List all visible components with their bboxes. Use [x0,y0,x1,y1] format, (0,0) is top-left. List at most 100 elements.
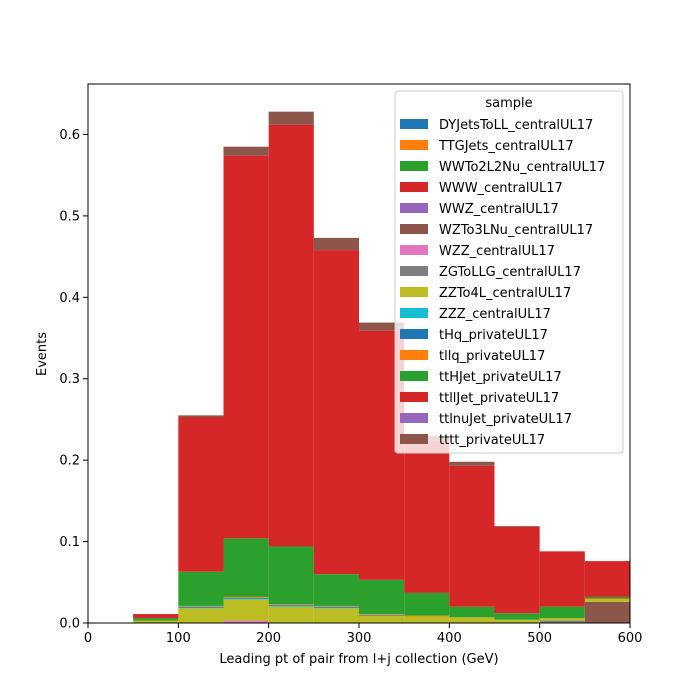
bar-segment-series-11-bin-2 [223,596,269,598]
bar-segment-series-7-bin-9 [539,620,585,623]
legend-swatch [400,182,428,192]
legend-label: TTGJets_centralUL17 [438,139,574,154]
legend-label: ttlnuJet_privateUL17 [439,412,572,427]
bar-segment-series-8-bin-2 [223,599,269,621]
bar-segment-series-13-bin-10 [584,561,630,597]
bar-segment-series-13-bin-3 [268,124,314,547]
y-tick-label: 0.2 [59,454,80,469]
x-axis: 0 100 200 300 400 500 600 [84,623,643,646]
bar-segment-series-8-bin-5 [359,615,405,623]
legend-label: tHq_privateUL17 [439,328,548,343]
legend-label: ttllJet_privateUL17 [439,391,559,406]
legend-label: ZZTo4L_centralUL17 [439,286,571,301]
legend: sample DYJetsToLL_centralUL17 TTGJets_cen… [394,90,624,454]
legend-swatch [400,119,428,129]
bar-segment-series-10-bin-4 [313,606,359,608]
stacked-bars [133,111,630,623]
bar-segment-series-15-bin-4 [313,237,359,251]
legend-label: DYJetsToLL_centralUL17 [439,118,593,133]
bar-segment-series-9-bin-1 [178,607,224,609]
bar-segment-series-9-bin-4 [313,607,359,609]
bar-segment-series-15-bin-5 [359,322,405,331]
bar-segment-series-8-bin-3 [268,606,314,623]
bar-segment-series-11-bin-10 [584,598,630,600]
bar-segment-series-8-bin-6 [404,616,450,623]
bar-segment-series-12-bin-10 [584,596,630,599]
bar-segment-series-13-bin-0 [133,614,179,619]
legend-swatch [400,308,428,318]
bar-segment-series-8-bin-0 [133,620,179,623]
legend-swatch [400,203,428,213]
bar-segment-series-12-bin-8 [494,613,540,620]
bar-segment-series-8-bin-7 [449,617,495,623]
bar-segment-series-12-bin-5 [359,579,405,615]
legend-swatch [400,371,428,381]
bar-segment-series-15-bin-2 [223,146,269,156]
legend-label: WZTo3LNu_centralUL17 [439,223,593,238]
bar-segment-series-5-bin-10 [584,601,630,623]
bar-segment-series-15-bin-3 [268,111,314,125]
x-tick-label: 100 [166,631,191,646]
legend-swatch [400,434,428,444]
legend-label: tttt_privateUL17 [439,433,545,448]
legend-swatch [400,392,428,402]
bar-segment-series-13-bin-9 [539,551,585,607]
bar-segment-series-12-bin-9 [539,606,585,619]
bar-segment-series-12-bin-6 [404,592,450,616]
y-axis: 0.0 0.1 0.2 0.3 0.4 0.5 0.6 [59,128,88,632]
x-tick-label: 300 [347,631,372,646]
y-tick-label: 0.4 [59,291,80,306]
bar-segment-series-12-bin-4 [313,574,359,606]
legend-swatch [400,161,428,171]
bar-segment-series-6-bin-2 [223,620,269,623]
bar-segment-series-11-bin-1 [178,605,224,607]
x-tick-label: 0 [84,631,92,646]
bar-segment-series-13-bin-7 [449,465,495,607]
legend-label: WWZ_centralUL17 [439,202,559,217]
y-tick-label: 0.3 [59,372,80,387]
bar-segment-series-8-bin-9 [539,618,585,621]
bar-segment-series-11-bin-6 [404,615,450,617]
x-axis-label: Leading pt of pair from l+j collection (… [219,652,498,667]
bar-segment-series-10-bin-3 [268,605,314,606]
bar-segment-series-10-bin-1 [178,606,224,608]
bar-segment-series-13-bin-8 [494,526,540,614]
bar-segment-series-8-bin-10 [584,599,630,602]
bar-segment-series-12-bin-0 [133,618,179,621]
bar-segment-series-11-bin-3 [268,604,314,606]
bar-segment-series-15-bin-7 [449,461,495,466]
bar-segment-series-8-bin-8 [494,619,540,623]
legend-swatch [400,266,428,276]
bar-segment-series-10-bin-2 [223,597,269,599]
bar-segment-series-12-bin-7 [449,606,495,618]
x-tick-label: 400 [437,631,462,646]
legend-swatch [400,224,428,234]
legend-swatch [400,287,428,297]
bar-segment-series-12-bin-3 [268,546,314,605]
bar-segment-series-13-bin-2 [223,155,269,539]
legend-swatch [400,329,428,339]
legend-label: ZZZ_centralUL17 [439,307,551,322]
y-tick-label: 0.5 [59,209,80,224]
legend-swatch [400,413,428,423]
legend-swatch [400,350,428,360]
x-tick-label: 500 [527,631,552,646]
bar-segment-series-13-bin-1 [178,417,224,572]
y-tick-label: 0.1 [59,535,80,550]
legend-box [394,90,624,454]
bar-segment-series-12-bin-2 [223,538,269,597]
legend-swatch [400,140,428,150]
legend-label: WWTo2L2Nu_centralUL17 [439,160,605,175]
legend-label: WZZ_centralUL17 [439,244,555,259]
bar-segment-series-15-bin-8 [494,526,540,527]
legend-title: sample [485,96,532,111]
bar-segment-series-11-bin-5 [359,614,405,615]
bar-segment-series-13-bin-4 [313,250,359,575]
y-tick-label: 0.0 [59,617,80,632]
x-tick-label: 600 [618,631,643,646]
legend-swatch [400,245,428,255]
bar-segment-series-12-bin-1 [178,571,224,606]
bar-segment-series-8-bin-4 [313,608,359,623]
bar-segment-series-9-bin-3 [268,605,314,607]
